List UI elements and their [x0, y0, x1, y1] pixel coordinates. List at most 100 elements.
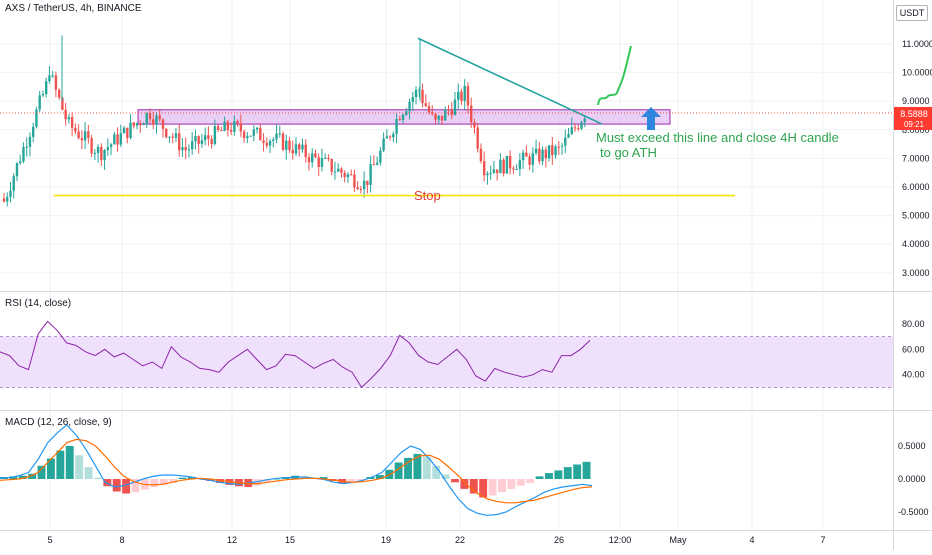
candle-body: [132, 122, 135, 126]
macd-pane[interactable]: [0, 424, 593, 516]
candle-body: [48, 75, 51, 82]
macd-histogram-bar: [75, 455, 84, 479]
candle-body: [340, 168, 343, 173]
candle-body: [226, 121, 230, 130]
time-tick-label: 22: [455, 535, 465, 545]
candle-body: [343, 172, 346, 178]
candle-body: [22, 147, 25, 162]
rsi-pane[interactable]: [0, 320, 893, 389]
macd-histogram-bar: [479, 479, 488, 498]
macd-histogram-bar: [65, 446, 74, 479]
candle-body: [265, 142, 268, 146]
candle-body: [502, 159, 505, 174]
candle-body: [109, 144, 113, 148]
candle-body: [434, 113, 437, 120]
candle-body: [93, 152, 97, 154]
macd-histogram-bar: [545, 473, 553, 479]
candle-body: [294, 144, 298, 154]
macd-histogram-bar: [300, 476, 309, 479]
macd-histogram-bar: [394, 462, 403, 479]
time-tick-label: 4: [749, 535, 754, 545]
candle-body: [178, 133, 181, 151]
candle-body: [239, 123, 243, 132]
candle-body: [366, 180, 369, 185]
candle-body: [528, 156, 531, 165]
macd-histogram-bar: [498, 479, 506, 493]
candle-body: [437, 115, 440, 120]
candle-body: [333, 171, 337, 173]
macd-histogram-bar: [150, 479, 159, 487]
annotation-note-line1: Must exceed this line and close 4H candl…: [596, 130, 839, 145]
candle-body: [200, 140, 204, 144]
rsi-band: [0, 336, 893, 388]
candle-body: [155, 115, 158, 125]
candle-body: [171, 136, 174, 138]
candle-body: [388, 136, 392, 138]
candle-body: [372, 164, 376, 166]
candle-body: [288, 140, 291, 150]
candle-body: [379, 150, 382, 163]
candle-body: [100, 146, 103, 161]
macd-title: MACD (12, 26, close, 9): [5, 417, 112, 428]
candle-body: [255, 127, 259, 130]
countdown-timer: 09:21: [903, 120, 925, 129]
rsi-tick-label: 60.00: [902, 344, 925, 354]
candle-body: [531, 153, 535, 165]
candle-body: [444, 109, 447, 121]
candle-body: [392, 133, 395, 138]
candle-body: [505, 155, 509, 174]
candle-body: [301, 144, 304, 150]
candle-body: [291, 149, 294, 154]
macd-histogram-bar: [187, 477, 196, 479]
candle-body: [119, 133, 122, 145]
candle-body: [336, 168, 340, 172]
time-tick-label: 8: [119, 535, 124, 545]
candle-body: [246, 136, 249, 139]
last-price-tag-bg: [894, 106, 932, 130]
macd-histogram-bar: [84, 467, 93, 479]
rsi-tick-label: 80.00: [902, 319, 925, 329]
candle-body: [499, 159, 502, 174]
grid-layer: [0, 0, 893, 530]
candle-body: [57, 89, 61, 98]
time-tick-label: 19: [381, 535, 391, 545]
candle-body: [181, 147, 184, 151]
macd-histogram-bar: [357, 479, 365, 481]
candle-body: [346, 174, 350, 178]
annotation-note-line2: to go ATH: [600, 145, 657, 160]
candle-body: [184, 147, 187, 151]
macd-tick-label: 0.0000: [898, 474, 926, 484]
candle-body: [70, 117, 74, 128]
candle-body: [317, 157, 320, 167]
candle-body: [518, 160, 522, 170]
candle-body: [145, 113, 148, 125]
price-pane[interactable]: [0, 35, 893, 207]
candle-body: [64, 109, 67, 120]
candle-body: [314, 153, 317, 158]
macd-histogram-bar: [516, 479, 525, 486]
candle-body: [580, 122, 583, 129]
candle-body: [51, 75, 54, 77]
candle-body: [327, 157, 330, 160]
macd-histogram-bar: [28, 473, 37, 479]
candle-body: [470, 105, 473, 123]
candle-body: [229, 129, 233, 132]
time-tick-label: 5: [47, 535, 52, 545]
candle-body: [190, 141, 194, 150]
candle-body: [440, 115, 444, 121]
macd-histogram-bar: [507, 479, 516, 489]
candle-body: [482, 161, 486, 176]
candle-body: [304, 144, 307, 158]
candle-body: [223, 121, 226, 131]
candle-body: [353, 174, 356, 188]
candle-body: [126, 127, 129, 139]
macd-histogram-bar: [56, 450, 65, 479]
currency-selector[interactable]: USDT: [896, 5, 928, 21]
macd-histogram-bar: [422, 456, 431, 479]
macd-histogram-bar: [469, 479, 478, 494]
candle-body: [15, 163, 19, 177]
candle-body: [447, 109, 450, 111]
